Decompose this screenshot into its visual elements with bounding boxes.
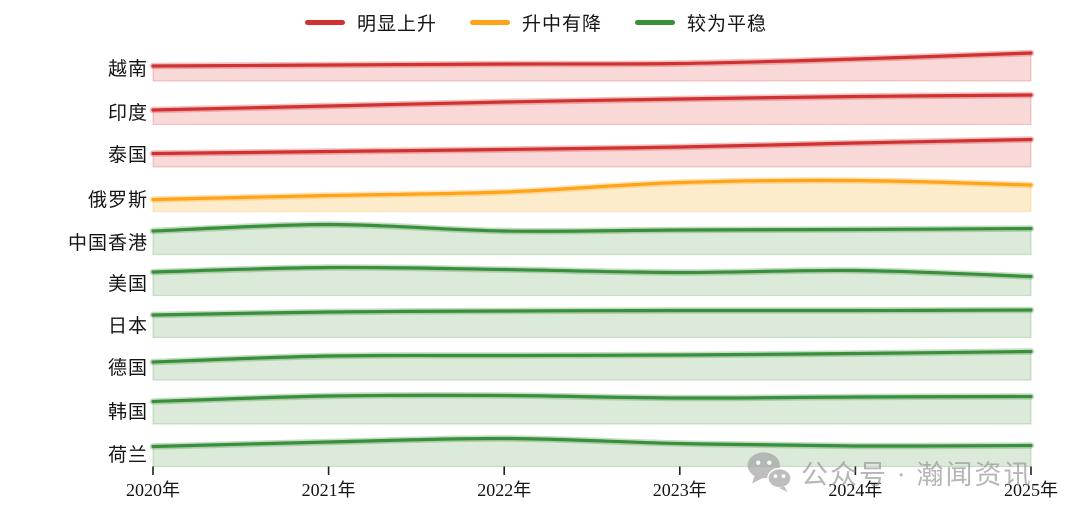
band-south-korea bbox=[149, 391, 1035, 425]
row-label-vietnam: 越南 bbox=[107, 59, 148, 80]
row-label-south-korea: 韩国 bbox=[107, 402, 148, 423]
row-label-japan: 日本 bbox=[107, 315, 148, 337]
row-label-usa: 美国 bbox=[107, 273, 148, 295]
x-label-4: 2024年 bbox=[828, 480, 883, 500]
legend-label-rising: 明显上升 bbox=[357, 14, 438, 35]
legend-label-stable: 较为平稳 bbox=[687, 14, 768, 35]
x-label-5: 2025年 bbox=[1004, 480, 1058, 500]
legend-swatch-rise-then-fall bbox=[470, 20, 511, 25]
x-label-3: 2023年 bbox=[652, 480, 707, 500]
row-label-netherlands: 荷兰 bbox=[107, 444, 148, 466]
line-usa bbox=[151, 265, 1033, 279]
row-label-hong-kong: 中国香港 bbox=[67, 232, 148, 254]
row-label-india: 印度 bbox=[107, 102, 148, 124]
band-japan bbox=[149, 306, 1035, 339]
band-hong-kong bbox=[149, 221, 1035, 256]
line-germany bbox=[151, 349, 1033, 364]
band-usa bbox=[149, 264, 1035, 297]
band-india bbox=[149, 91, 1035, 126]
legend-item-rising: 明显上升 bbox=[305, 9, 437, 36]
x-label-0: 2020年 bbox=[126, 480, 180, 500]
band-netherlands bbox=[149, 435, 1035, 468]
line-netherlands bbox=[151, 436, 1033, 449]
line-russia bbox=[151, 178, 1033, 202]
row-label-russia: 俄罗斯 bbox=[87, 189, 148, 211]
line-vietnam bbox=[151, 51, 1033, 68]
x-label-1: 2021年 bbox=[301, 480, 356, 500]
band-germany bbox=[149, 348, 1035, 381]
legend-item-stable: 较为平稳 bbox=[635, 9, 767, 36]
legend-item-rise-then-fall: 升中有降 bbox=[470, 9, 602, 36]
legend-label-rise-then-fall: 升中有降 bbox=[522, 14, 603, 35]
line-japan bbox=[151, 308, 1033, 317]
band-russia bbox=[149, 177, 1035, 213]
legend-swatch-stable bbox=[635, 20, 676, 25]
line-india bbox=[151, 93, 1033, 112]
legend-swatch-rising bbox=[305, 20, 345, 25]
band-vietnam bbox=[149, 49, 1035, 82]
chart-legend: 明显上升 升中有降 较为平稳 bbox=[305, 9, 767, 36]
band-thailand bbox=[149, 136, 1035, 168]
line-hong-kong bbox=[151, 222, 1033, 233]
line-south-korea bbox=[151, 393, 1033, 404]
row-label-thailand: 泰国 bbox=[107, 145, 148, 166]
line-thailand bbox=[151, 137, 1033, 156]
row-label-germany: 德国 bbox=[107, 358, 148, 379]
x-label-2: 2022年 bbox=[477, 480, 532, 500]
